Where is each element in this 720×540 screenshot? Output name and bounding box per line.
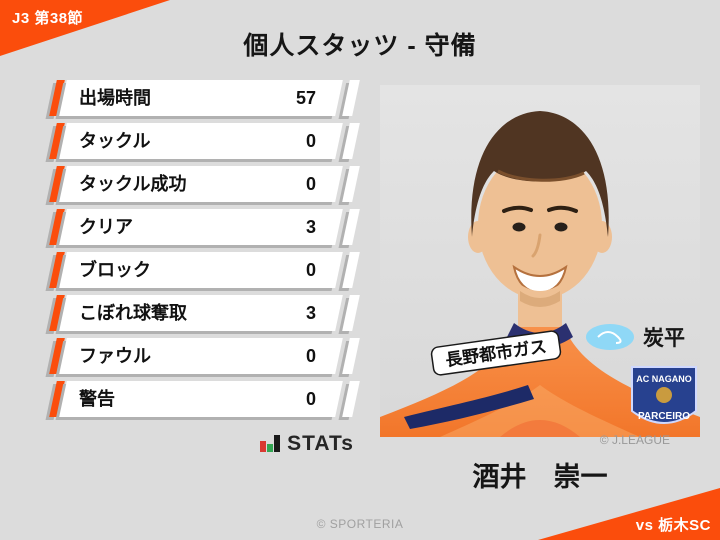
row-tail bbox=[342, 252, 360, 288]
eyebrow-left bbox=[502, 205, 533, 213]
player-portrait-illustration: 長野都市ガス 炭平 AC NAGANO PARCEIRO bbox=[380, 85, 700, 437]
sponsor-cloud-icon bbox=[586, 324, 634, 350]
row-tail bbox=[342, 80, 360, 116]
stats-logo: STATs bbox=[53, 432, 356, 455]
page-title: 個人スタッツ - 守備 bbox=[243, 32, 477, 60]
stat-value: 0 bbox=[305, 346, 316, 366]
stat-row: クリア 3 bbox=[49, 209, 360, 245]
stat-label: タックル bbox=[79, 131, 151, 151]
stat-row: こぼれ球奪取 3 bbox=[49, 295, 360, 331]
opponent-label: vs 栃木SC bbox=[635, 517, 711, 534]
player-photo: 長野都市ガス 炭平 AC NAGANO PARCEIRO bbox=[380, 85, 700, 437]
stat-label: クリア bbox=[79, 217, 133, 237]
jersey-swoosh bbox=[404, 385, 534, 429]
stat-value: 3 bbox=[305, 303, 316, 323]
row-tail bbox=[342, 166, 360, 202]
hair bbox=[471, 111, 609, 237]
stat-row: タックル成功 0 bbox=[49, 166, 360, 202]
stat-value: 0 bbox=[305, 131, 316, 151]
neck-shadow bbox=[520, 291, 560, 307]
face bbox=[478, 151, 602, 299]
sponsor-cloud-squiggle bbox=[597, 331, 622, 344]
stat-label: 出場時間 bbox=[79, 88, 151, 108]
sponsor-chest-right-text: 炭平 bbox=[643, 326, 685, 350]
stat-label: ファウル bbox=[79, 346, 151, 366]
stat-row: 警告 0 bbox=[49, 381, 360, 417]
eye-right bbox=[554, 222, 568, 232]
jersey-flame-light bbox=[440, 385, 640, 437]
smile bbox=[512, 264, 568, 295]
photo-credit: © J.LEAGUE bbox=[599, 433, 670, 447]
jersey-flame-dark bbox=[500, 420, 580, 437]
row-tail bbox=[342, 338, 360, 374]
stat-row: タックル 0 bbox=[49, 123, 360, 159]
stat-row: ブロック 0 bbox=[49, 252, 360, 288]
bar-red bbox=[260, 441, 267, 452]
stats-list: 出場時間 57 タックル 0 タックル成功 0 bbox=[49, 80, 360, 424]
crest-emblem bbox=[656, 387, 672, 403]
sponsor-pill: 長野都市ガス bbox=[430, 330, 562, 376]
stat-label: 警告 bbox=[79, 389, 115, 409]
eyebrow-right bbox=[547, 205, 578, 213]
row-tail bbox=[342, 209, 360, 245]
row-tail bbox=[342, 381, 360, 417]
stat-label: タックル成功 bbox=[79, 174, 187, 194]
stat-value: 0 bbox=[305, 174, 316, 194]
stat-value: 0 bbox=[305, 260, 316, 280]
row-tail bbox=[342, 123, 360, 159]
stats-logo-word: STATs bbox=[287, 432, 354, 455]
bar-green bbox=[267, 444, 274, 452]
site-credit: © SPORTERIA bbox=[316, 517, 404, 531]
opponent-wedge: vs 栃木SC bbox=[538, 488, 720, 540]
crest-line2: PARCEIRO bbox=[638, 411, 690, 422]
eye-left bbox=[512, 222, 526, 232]
stat-value: 3 bbox=[305, 217, 316, 237]
club-crest: AC NAGANO PARCEIRO bbox=[631, 366, 697, 424]
stat-row: 出場時間 57 bbox=[49, 80, 360, 116]
crest-line1: AC NAGANO bbox=[636, 374, 692, 384]
bar-black bbox=[274, 435, 281, 452]
bar-chart-icon bbox=[260, 435, 281, 452]
row-tail bbox=[342, 295, 360, 331]
stat-row: ファウル 0 bbox=[49, 338, 360, 374]
matchday-badge: J3 第38節 bbox=[12, 10, 84, 27]
stat-label: ブロック bbox=[79, 260, 151, 280]
hair-highlight bbox=[497, 169, 585, 182]
stat-label: こぼれ球奪取 bbox=[79, 303, 187, 323]
stat-value: 0 bbox=[305, 389, 316, 409]
stat-value: 57 bbox=[295, 88, 316, 108]
nose bbox=[531, 233, 542, 258]
player-name: 酒井 崇一 bbox=[472, 462, 608, 492]
